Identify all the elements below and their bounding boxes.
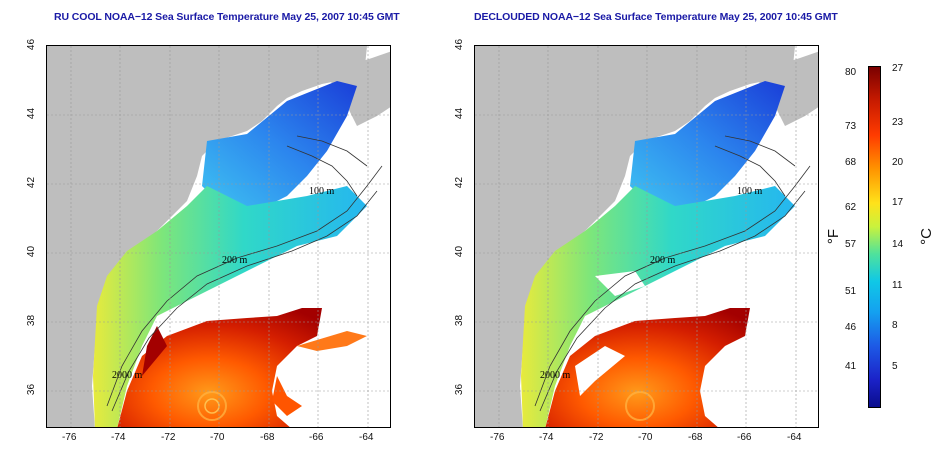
y-tick-label: 42 bbox=[454, 176, 466, 189]
colorbar-f-tick: 73 bbox=[845, 121, 857, 132]
colorbar-f-tick: 80 bbox=[845, 67, 857, 78]
y-tick-label: 40 bbox=[454, 245, 466, 258]
svg-text:100 m: 100 m bbox=[737, 186, 763, 197]
y-tick-label: 36 bbox=[26, 383, 38, 396]
x-tick-label: -64 bbox=[359, 432, 374, 443]
y-tick-label: 36 bbox=[454, 383, 466, 396]
colorbar-f-tick: 51 bbox=[845, 286, 857, 297]
colorbar-c-tick: 11 bbox=[892, 280, 903, 291]
colorbar-f-tick: 62 bbox=[845, 202, 857, 213]
y-tick-label: 40 bbox=[26, 245, 38, 258]
fahrenheit-unit: °F bbox=[825, 228, 843, 245]
x-tick-label: -76 bbox=[62, 432, 77, 443]
x-tick-label: -70 bbox=[210, 432, 225, 443]
colorbar-c-tick: 17 bbox=[892, 197, 904, 208]
svg-text:200 m: 200 m bbox=[650, 255, 676, 266]
x-tick-label: -66 bbox=[737, 432, 752, 443]
y-tick-label: 42 bbox=[26, 176, 38, 189]
temperature-colorbar bbox=[868, 66, 881, 408]
panel-title-raw: RU COOL NOAA−12 Sea Surface Temperature … bbox=[54, 11, 400, 23]
sst-map-declouded: 100 m 200 m 2000 m bbox=[474, 45, 819, 428]
sst-map-raw: 100 m 200 m 2000 m bbox=[46, 45, 391, 428]
x-tick-label: -70 bbox=[638, 432, 653, 443]
gulf-stream-water bbox=[117, 308, 322, 427]
x-tick-label: -74 bbox=[539, 432, 554, 443]
y-tick-label: 46 bbox=[454, 38, 466, 51]
colorbar-c-tick: 5 bbox=[892, 361, 898, 372]
colorbar-c-tick: 27 bbox=[892, 63, 904, 74]
y-tick-label: 44 bbox=[454, 107, 466, 120]
y-tick-label: 38 bbox=[454, 314, 466, 327]
x-tick-label: -66 bbox=[309, 432, 324, 443]
colorbar-c-tick: 23 bbox=[892, 117, 904, 128]
x-tick-label: -72 bbox=[589, 432, 604, 443]
x-tick-label: -68 bbox=[688, 432, 703, 443]
contour-label-200m: 200 m bbox=[222, 255, 248, 266]
colorbar-f-tick: 68 bbox=[845, 157, 857, 168]
x-tick-label: -68 bbox=[260, 432, 275, 443]
panel-title-declouded: DECLOUDED NOAA−12 Sea Surface Temperatur… bbox=[474, 11, 838, 23]
y-tick-label: 46 bbox=[26, 38, 38, 51]
y-tick-label: 44 bbox=[26, 107, 38, 120]
contour-label-100m: 100 m bbox=[309, 186, 335, 197]
x-tick-label: -74 bbox=[111, 432, 126, 443]
shelf-water bbox=[93, 186, 367, 427]
colorbar-f-tick: 46 bbox=[845, 322, 857, 333]
colorbar-c-tick: 14 bbox=[892, 239, 904, 250]
land-mass bbox=[47, 46, 390, 427]
x-tick-label: -76 bbox=[490, 432, 505, 443]
svg-text:2000 m: 2000 m bbox=[540, 370, 571, 381]
x-tick-label: -72 bbox=[161, 432, 176, 443]
gulf-of-maine-water bbox=[202, 81, 357, 211]
y-tick-label: 38 bbox=[26, 314, 38, 327]
contour-label-2000m: 2000 m bbox=[112, 370, 143, 381]
colorbar-f-tick: 41 bbox=[845, 361, 857, 372]
colorbar-c-tick: 8 bbox=[892, 320, 898, 331]
colorbar-f-tick: 57 bbox=[845, 239, 857, 250]
x-tick-label: -64 bbox=[787, 432, 802, 443]
celsius-unit: °C bbox=[917, 228, 935, 245]
colorbar-c-tick: 20 bbox=[892, 157, 904, 168]
